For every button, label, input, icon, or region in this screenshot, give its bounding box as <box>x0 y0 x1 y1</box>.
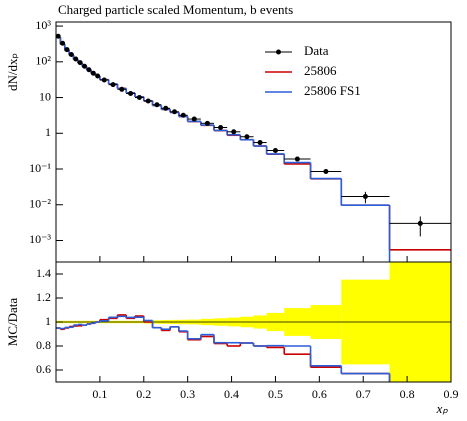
ratio-y-tick-label: 1.2 <box>36 290 51 304</box>
ratio-plot-layer <box>56 314 451 382</box>
y-tick-label: 10⁻³ <box>29 232 51 246</box>
data-point <box>294 156 300 162</box>
y-tick-label: 10 <box>39 89 51 103</box>
y-tick-label: 10⁻¹ <box>29 161 51 175</box>
data-point <box>231 129 237 135</box>
data-point <box>323 169 329 175</box>
data-point <box>64 47 70 53</box>
data-point <box>60 40 66 46</box>
data-point <box>362 194 368 200</box>
data-point <box>204 120 210 126</box>
axes-layer: 0.1 0.2 0.3 0.4 0.5 0.6 0.7 0.8 0.9 10⁻³ 10⁻² 10⁻¹ 1… <box>29 18 458 401</box>
x-tick-label: 0.4 <box>224 387 239 401</box>
data-point <box>86 67 92 73</box>
x-tick-label: 0.1 <box>92 387 107 401</box>
data-point <box>154 102 160 108</box>
ratio-y-tick-label: 1 <box>45 314 51 328</box>
ratio-y-tick-label: 1.4 <box>36 266 51 280</box>
x-tick-label: 0.5 <box>268 387 283 401</box>
legend-label: 25806 <box>304 63 337 78</box>
chart-title: Charged particle scaled Momentum, b even… <box>58 2 293 17</box>
data-point <box>56 33 61 39</box>
ratio-axis-label: MC/Data <box>5 298 20 347</box>
data-point <box>110 82 116 88</box>
data-point <box>136 95 142 101</box>
data-point <box>172 109 177 115</box>
legend-marker <box>276 49 281 55</box>
data-point <box>257 140 263 146</box>
data-point <box>218 125 224 131</box>
x-tick-label: 0.2 <box>136 387 151 401</box>
data-point <box>82 63 88 69</box>
main-plot-layer <box>56 33 451 262</box>
data-point <box>163 105 169 111</box>
data-point <box>244 134 250 140</box>
data-point <box>145 98 151 104</box>
x-tick-label: 0.3 <box>180 387 195 401</box>
x-axis-label: xₚ <box>436 401 449 416</box>
x-tick-label: 0.9 <box>444 387 459 401</box>
y-tick-label: 10³ <box>35 18 51 32</box>
data-point <box>191 116 197 122</box>
y-tick-label: 1 <box>45 125 51 139</box>
legend-label: Data <box>304 43 329 58</box>
x-tick-label: 0.6 <box>312 387 327 401</box>
data-point <box>90 70 96 76</box>
data-point <box>68 52 74 58</box>
data-point <box>101 77 107 83</box>
y-axis-label: dN/dxₚ <box>5 53 20 91</box>
legend: Data 25806 25806 FS1 <box>265 43 361 98</box>
x-tick-label: 0.7 <box>356 387 371 401</box>
data-point <box>128 90 134 96</box>
data-point <box>180 112 186 118</box>
data-point <box>417 220 423 226</box>
data-point <box>95 73 101 79</box>
ratio-y-tick-label: 0.6 <box>36 362 51 376</box>
data-point <box>73 56 79 62</box>
data-point <box>77 60 83 66</box>
legend-label: 25806 FS1 <box>304 83 361 98</box>
y-tick-label: 10² <box>35 54 51 68</box>
x-tick-label: 0.8 <box>400 387 415 401</box>
ratio-y-tick-label: 0.8 <box>36 338 51 352</box>
data-point <box>272 147 278 153</box>
data-point <box>119 86 125 92</box>
y-tick-label: 10⁻² <box>29 196 51 210</box>
